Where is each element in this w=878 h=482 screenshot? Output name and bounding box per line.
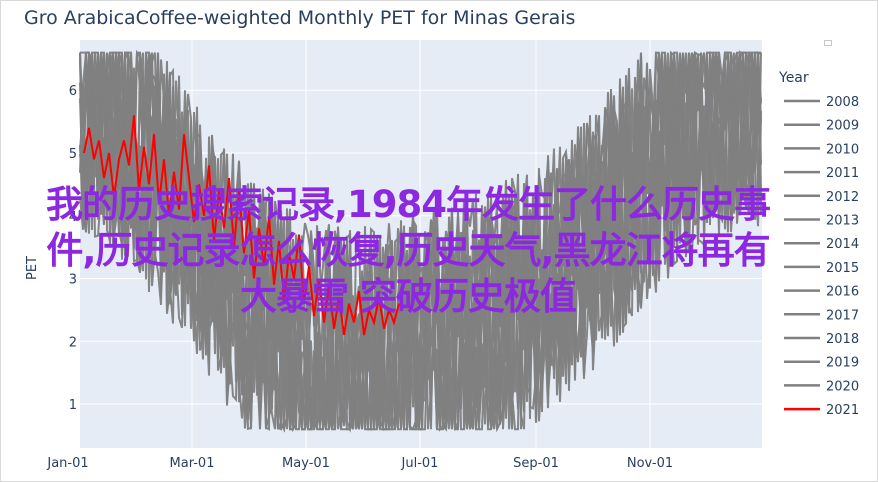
series-line-2013 — [80, 51, 762, 432]
series-line-2020 — [79, 51, 762, 433]
y-tick-label: 3 — [69, 273, 77, 288]
legend-item-2016[interactable]: 2016 — [826, 285, 859, 300]
overlay-line-2: 件,历史记录怎么恢复,历史天气,黑龙江将再有 — [46, 229, 770, 272]
legend-item-2013[interactable]: 2013 — [826, 214, 859, 229]
legend-item-2011[interactable]: 2011 — [826, 166, 859, 181]
x-tick-label: May-01 — [282, 456, 330, 471]
overlay-line-1: 我的历史搜索记录,1984年发生了什么历史事 — [45, 183, 771, 226]
x-tick-label: Nov-01 — [627, 456, 673, 471]
watermark-overlay-text: 我的历史搜索记录,1984年发生了什么历史事 件,历史记录怎么恢复,历史天气,黑… — [8, 182, 808, 320]
legend[interactable]: Year 2008 2009 2010 2011 2012 2013 2014 2015 2016… — [778, 70, 859, 418]
y-tick-label: 2 — [69, 335, 77, 350]
legend-item-2021[interactable]: 2021 — [826, 403, 859, 418]
highlight-series-group — [83, 115, 400, 336]
legend-item-2014[interactable]: 2014 — [826, 237, 859, 252]
legend-item-2019[interactable]: 2019 — [826, 356, 859, 371]
overlay-line-3: 大暴雪 突破历史极值 — [240, 275, 577, 318]
x-axis: Jan-01 Mar-01 May-01 Jul-01 Sep-01 Nov-01 — [46, 456, 673, 471]
legend-item-2017[interactable]: 2017 — [826, 308, 859, 323]
y-tick-label: 4 — [69, 210, 77, 225]
legend-item-2015[interactable]: 2015 — [826, 261, 859, 276]
legend-item-2012[interactable]: 2012 — [826, 190, 859, 205]
legend-item-2018[interactable]: 2018 — [826, 332, 859, 347]
y-tick-label: 5 — [69, 147, 77, 162]
x-tick-label: Jan-01 — [46, 456, 88, 471]
y-tick-label: 6 — [69, 84, 77, 99]
chart-title: Gro ArabicaCoffee-weighted Monthly PET f… — [24, 7, 576, 29]
legend-item-2008[interactable]: 2008 — [826, 95, 859, 110]
modebar-icon[interactable] — [824, 40, 834, 48]
y-tick-label: 1 — [69, 398, 77, 413]
series-line-2021 — [83, 115, 400, 336]
x-tick-label: Sep-01 — [513, 456, 559, 471]
y-axis: 1 2 3 4 5 6 — [69, 84, 77, 413]
y-axis-label: PET — [25, 256, 40, 280]
gray-series-group — [79, 49, 762, 433]
legend-title: Year — [778, 70, 809, 86]
x-tick-label: Jul-01 — [401, 456, 439, 471]
legend-item-2020[interactable]: 2020 — [826, 379, 859, 394]
legend-item-2009[interactable]: 2009 — [826, 119, 859, 134]
x-tick-label: Mar-01 — [170, 456, 215, 471]
legend-item-2010[interactable]: 2010 — [826, 142, 859, 157]
